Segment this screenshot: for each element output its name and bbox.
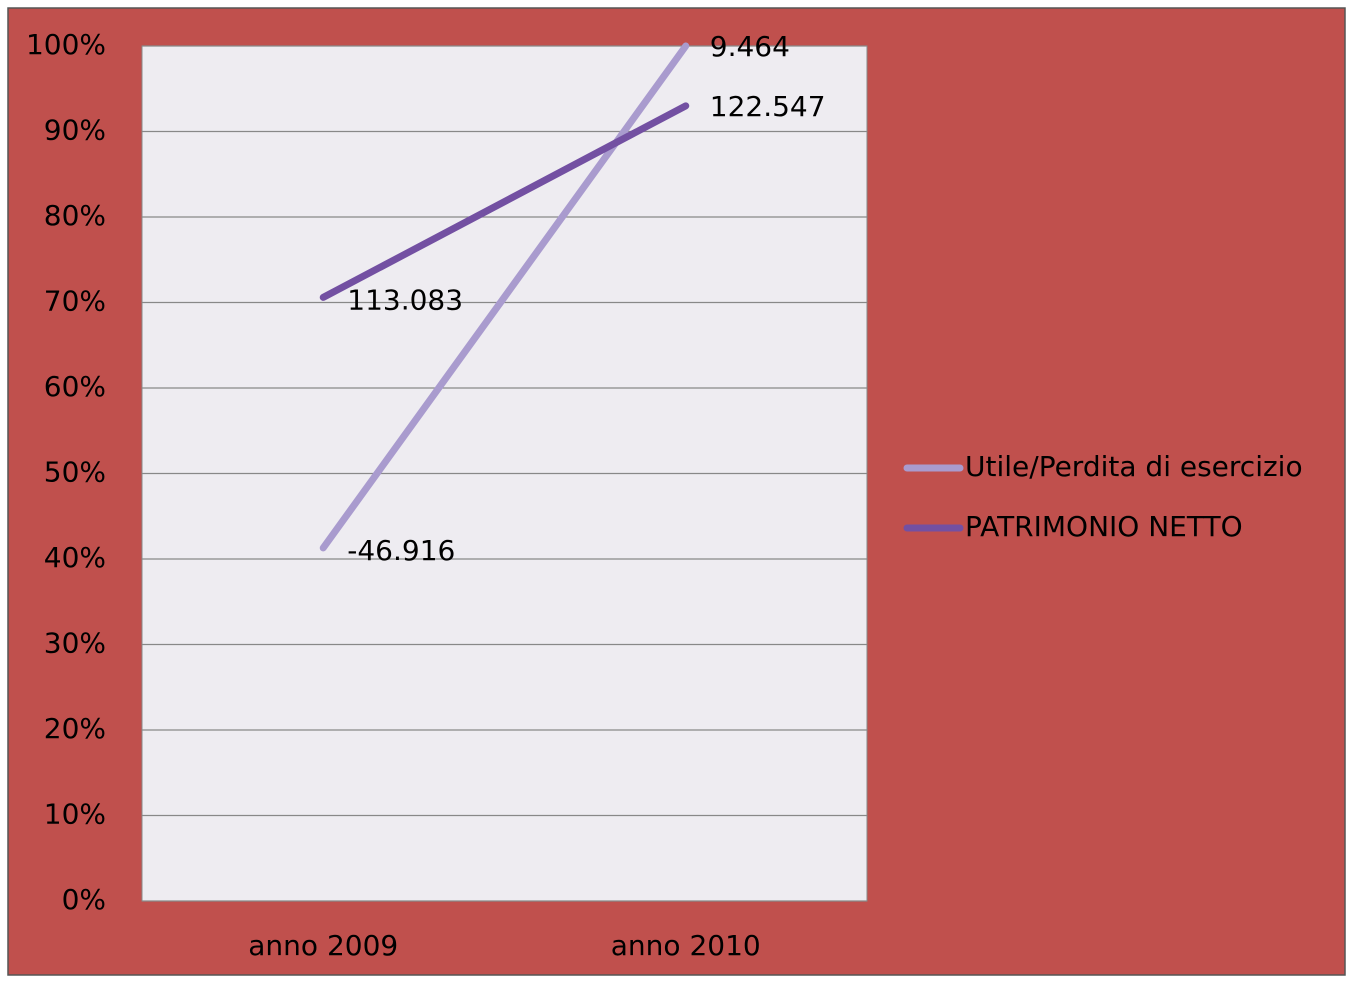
data-label: 9.464 <box>710 30 790 63</box>
y-tick-label: 90% <box>44 114 106 147</box>
y-tick-label: 10% <box>44 798 106 831</box>
data-label: -46.916 <box>347 534 455 567</box>
legend-label: PATRIMONIO NETTO <box>965 510 1243 543</box>
legend-label: Utile/Perdita di esercizio <box>965 450 1303 483</box>
series-line <box>319 102 690 301</box>
y-tick-label: 80% <box>44 199 106 232</box>
y-tick-label: 40% <box>44 541 106 574</box>
y-tick-label: 100% <box>26 28 106 61</box>
data-label: 122.547 <box>710 90 826 123</box>
x-tick-label: anno 2010 <box>611 929 761 962</box>
series-line <box>319 42 690 552</box>
y-tick-label: 60% <box>44 370 106 403</box>
data-label: 113.083 <box>347 283 463 316</box>
y-tick-label: 0% <box>62 883 106 916</box>
y-tick-label: 70% <box>44 285 106 318</box>
y-tick-label: 50% <box>44 456 106 489</box>
y-tick-label: 30% <box>44 627 106 660</box>
y-tick-label: 20% <box>44 712 106 745</box>
x-tick-label: anno 2009 <box>248 929 398 962</box>
